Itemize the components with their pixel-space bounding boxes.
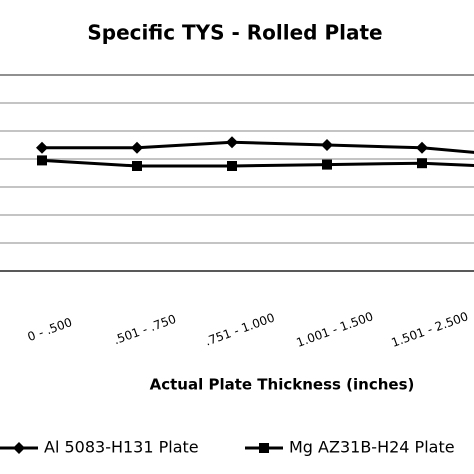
x-tick-label: .501 - .750 xyxy=(112,312,178,348)
point xyxy=(416,141,428,154)
point xyxy=(131,141,143,154)
x-tick-label: 1.001 - 1.500 xyxy=(295,309,376,350)
legend-label: Al 5083-H131 Plate xyxy=(44,438,199,457)
point xyxy=(227,161,237,171)
point xyxy=(37,155,47,166)
point xyxy=(321,139,333,151)
point xyxy=(132,161,142,171)
legend-label: Mg AZ31B-H24 Plate xyxy=(289,438,455,457)
x-tick-label: 0 - .500 xyxy=(26,315,74,344)
x-axis-title: Actual Plate Thickness (inches) xyxy=(150,376,415,394)
point xyxy=(13,442,25,454)
point xyxy=(417,158,427,169)
point xyxy=(259,443,269,453)
x-tick-label: .751 - 1.000 xyxy=(203,310,276,348)
series-line xyxy=(42,140,474,154)
chart-title: Specific TYS - Rolled Plate xyxy=(87,21,382,45)
series-line xyxy=(41,158,474,168)
point xyxy=(322,159,332,170)
x-tick-label: 1.501 - 2.500 xyxy=(390,309,471,350)
point xyxy=(36,141,48,154)
point xyxy=(226,136,238,149)
